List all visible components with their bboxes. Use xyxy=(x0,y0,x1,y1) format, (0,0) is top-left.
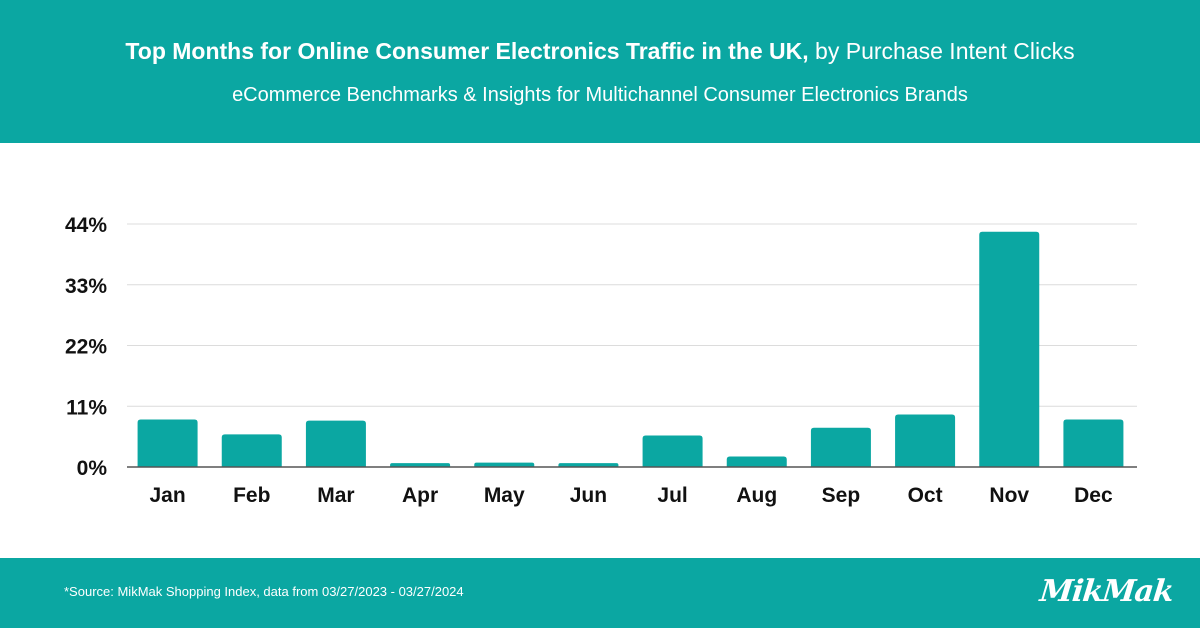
y-tick-label: 22% xyxy=(65,336,107,359)
x-tick-label: Apr xyxy=(402,484,438,507)
bar-dec xyxy=(1063,419,1124,467)
bar-mar xyxy=(305,420,366,467)
bar-jun xyxy=(558,463,619,467)
x-tick-label: Nov xyxy=(989,484,1029,507)
source-note: *Source: MikMak Shopping Index, data fro… xyxy=(64,584,464,599)
title-bold-part: Top Months for Online Consumer Electroni… xyxy=(125,38,809,64)
bar-may xyxy=(474,462,535,467)
page-title: Top Months for Online Consumer Electroni… xyxy=(0,36,1200,66)
chart-area: 0% 11% 22% 33% 44% Jan Feb Mar Apr May Jun Jul Aug Se… xyxy=(0,143,1200,558)
x-tick-label: Oct xyxy=(908,484,943,507)
bar-apr xyxy=(390,463,451,467)
y-tick-label: 0% xyxy=(77,457,108,480)
x-tick-label: Dec xyxy=(1074,484,1113,507)
bar-chart: 0% 11% 22% 33% 44% Jan Feb Mar Apr May Jun Jul Aug Se… xyxy=(65,214,1137,507)
bar-jul xyxy=(642,435,703,467)
y-tick-label: 11% xyxy=(66,396,107,419)
x-tick-label: Mar xyxy=(317,484,354,507)
x-tick-label: Feb xyxy=(233,484,270,507)
x-tick-label: Sep xyxy=(822,484,861,507)
bar-nov xyxy=(979,231,1040,467)
title-rest-part: by Purchase Intent Clicks xyxy=(808,38,1075,64)
bar-sep xyxy=(810,427,871,467)
mikmak-logo: MikMak xyxy=(1038,574,1175,609)
page-subtitle: eCommerce Benchmarks & Insights for Mult… xyxy=(232,84,968,106)
y-tick-label: 44% xyxy=(65,214,107,237)
x-tick-label: Jan xyxy=(149,484,185,507)
x-tick-label: Aug xyxy=(736,484,777,507)
bar-feb xyxy=(221,434,282,467)
y-tick-label: 33% xyxy=(65,275,107,298)
bar-oct xyxy=(895,414,956,467)
x-tick-label: Jun xyxy=(570,484,607,507)
x-tick-label: Jul xyxy=(657,484,687,507)
header-banner: Top Months for Online Consumer Electroni… xyxy=(0,0,1200,143)
bar-aug xyxy=(726,456,787,467)
footer-banner: *Source: MikMak Shopping Index, data fro… xyxy=(0,558,1200,628)
x-tick-label: May xyxy=(484,484,525,507)
bar-jan xyxy=(137,419,198,467)
